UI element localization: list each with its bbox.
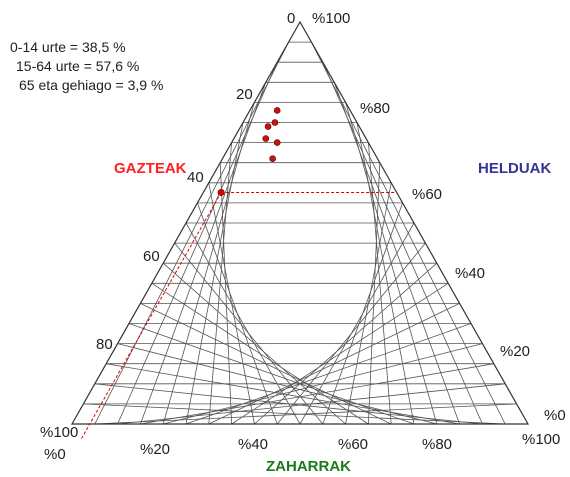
zaharrak-tick-100: %100 <box>522 431 561 448</box>
grid-line <box>151 282 369 425</box>
triangle-outline <box>70 20 530 425</box>
grid-line <box>140 363 494 425</box>
zaharrak-guide-line <box>80 192 222 441</box>
highlight-point <box>217 188 225 196</box>
zaharrak-tick-60: %60 <box>338 436 369 453</box>
zaharrak-tick-0: %0 <box>44 446 66 463</box>
cluster-point <box>269 155 276 162</box>
gazteak-axis-title: GAZTEAK <box>114 160 187 177</box>
gazteak-tick-60: 60 <box>143 248 160 265</box>
zaharrak-tick-20: %20 <box>140 441 171 458</box>
gazteak-tick-20: 20 <box>236 86 253 103</box>
grid-line <box>106 363 460 425</box>
data-points <box>217 107 281 196</box>
gazteak-tick-80: 80 <box>96 336 113 353</box>
grid-line <box>276 242 426 425</box>
population-stats: 0-14 urte = 38,5 % 15-64 urte = 57,6 % 6… <box>10 38 163 95</box>
cluster-point <box>273 139 281 146</box>
grid-line <box>174 242 324 425</box>
zaharrak-axis-title: ZAHARRAK <box>266 458 351 475</box>
cluster-point <box>273 107 281 114</box>
zaharrak-tick-80: %80 <box>422 436 453 453</box>
helduak-axis-title: HELDUAK <box>478 160 552 177</box>
grid-line <box>231 282 449 425</box>
stat-old: 65 eta gehiago = 3,9 % <box>19 77 164 93</box>
helduak-tick-100: %100 <box>312 10 351 27</box>
stat-adult: 15-64 urte = 57,6 % <box>16 58 140 74</box>
helduak-tick-40: %40 <box>455 265 486 282</box>
cluster-point <box>264 123 272 130</box>
cluster-point <box>271 119 279 126</box>
helduak-tick-80: %80 <box>360 100 391 117</box>
highlight-guides <box>80 191 397 441</box>
zaharrak-tick-40: %40 <box>238 436 269 453</box>
grid-line <box>185 323 472 425</box>
grid-line <box>94 403 517 425</box>
grid-line <box>128 323 415 425</box>
helduak-tick-0: %0 <box>544 407 566 424</box>
helduak-tick-60: %60 <box>412 186 443 203</box>
grid-line <box>83 403 506 425</box>
cluster-point <box>262 135 270 142</box>
stat-young: 0-14 urte = 38,5 % <box>10 39 126 55</box>
apex-zero-label: 0 <box>287 10 296 27</box>
helduak-tick-20: %20 <box>500 343 531 360</box>
gazteak-tick-100: %100 <box>40 424 79 441</box>
gazteak-tick-40: 40 <box>187 169 204 186</box>
triangle-grid <box>70 20 530 425</box>
